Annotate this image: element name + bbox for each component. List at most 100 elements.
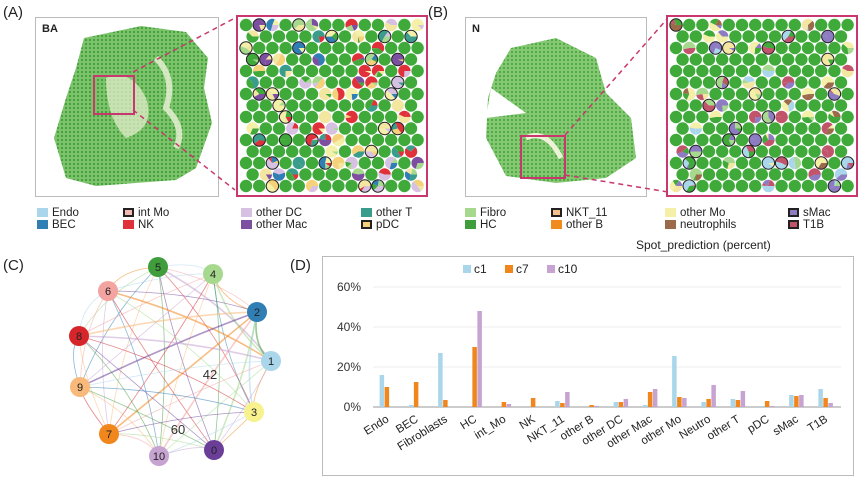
spot [768,168,782,181]
bar-c1 [759,406,765,407]
tissue-image-a: BA [35,17,219,197]
spot [371,110,385,124]
spot [272,145,286,158]
spot [821,29,835,44]
spot [385,133,398,147]
spot [246,76,259,89]
spot [669,41,683,55]
spot [696,133,709,147]
spot [762,64,775,78]
legend-label: T1B [803,219,825,231]
spot [364,52,379,67]
spot [728,121,743,136]
spot [259,145,272,158]
spot [377,121,392,136]
spot [299,53,312,66]
spot [338,122,352,135]
spot [702,168,716,181]
spot [828,64,841,78]
spot [378,145,391,158]
spot [808,30,821,43]
spot [338,53,352,66]
network-edge [213,311,258,451]
swatch-fibro [465,208,476,217]
network-node-5: 5 [148,257,168,277]
spot [735,156,749,170]
spot [319,179,332,193]
spot [841,64,854,78]
spot [735,64,749,78]
panel-label-d: (D) [290,257,311,274]
spot [398,18,411,32]
bar-c1 [789,395,794,407]
spot [755,99,768,112]
spot [689,76,702,89]
network-edge [212,273,220,451]
bar-c10 [769,406,775,407]
bar-c7 [618,402,624,407]
node-label: 0 [211,445,217,457]
spot [384,87,398,101]
spot [391,75,405,90]
spot [338,168,352,181]
legend-a-item: NK [123,219,154,232]
spot [841,41,854,55]
spot [239,18,253,32]
spot [338,76,352,89]
spot [755,30,768,43]
legend-b-item: NKT_11 [551,207,607,220]
spot [768,76,782,89]
spot [404,53,418,66]
spot [716,30,729,43]
spot [345,41,358,55]
spot [775,18,788,32]
spot [345,110,358,124]
spot [253,156,266,170]
spot [702,30,716,43]
spot [265,87,280,101]
spot [391,145,404,158]
bar-c7 [472,347,477,407]
network-edge [79,266,159,388]
spot [239,179,253,193]
spot [325,122,338,135]
swatch-smac [788,208,799,217]
network-node-4: 4 [203,264,223,284]
bar-c7 [794,396,799,407]
node-label: 3 [251,407,257,419]
spot [834,30,848,43]
spot [689,99,702,112]
spot [239,156,253,170]
legend-b-item: T1B [788,219,824,232]
network-node-9: 9 [70,377,90,397]
spot [801,18,815,32]
spot [828,110,841,124]
y-tick-label: 40% [337,320,361,334]
spot [722,18,735,32]
spot [841,18,854,32]
spot [788,156,801,170]
bar-c10 [740,391,746,407]
spot [808,145,821,158]
bar-c1 [438,353,443,407]
spot [398,156,411,170]
spot [702,53,716,66]
spot [253,64,266,78]
node-label: 5 [155,262,161,274]
swatch-nkt-11 [551,208,562,217]
spot [299,99,312,112]
spot [729,99,742,112]
bar-c7 [764,401,770,407]
spot [305,18,319,32]
node-label: 8 [76,331,82,343]
network-edge [108,273,214,435]
spot [815,133,828,147]
spot [768,99,782,112]
spot [325,145,338,158]
network-edge [107,290,160,457]
spot [788,133,801,147]
spot [788,179,801,193]
spot [834,122,848,135]
spot [821,52,835,67]
